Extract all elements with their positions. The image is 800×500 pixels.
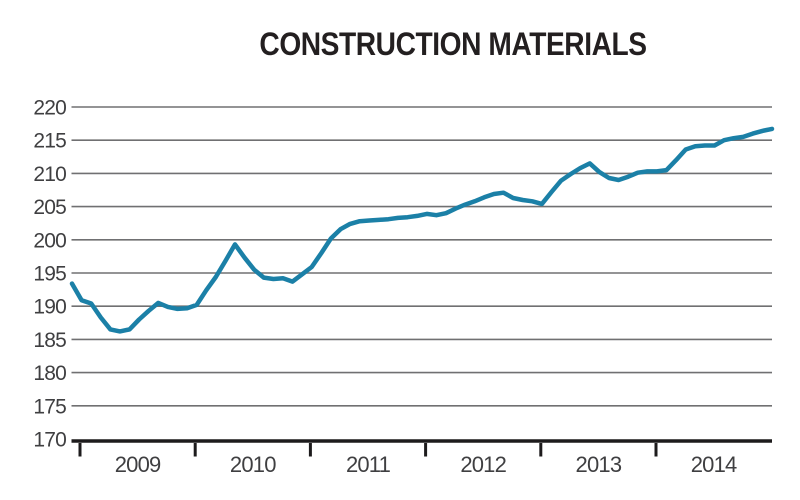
y-axis-tick-label: 215 [33, 130, 66, 153]
data-line-construction-materials [69, 126, 775, 334]
y-axis-tick-label: 205 [33, 196, 66, 219]
y-axis-tick-label: 170 [33, 429, 66, 452]
x-axis-year-label: 2009 [115, 452, 161, 477]
chart-title: CONSTRUCTION MATERIALS [259, 26, 647, 62]
y-axis-tick-label: 190 [33, 296, 66, 319]
y-axis-tick-label: 210 [33, 163, 66, 186]
y-axis-tick-label: 220 [33, 97, 66, 120]
x-axis-year-label: 2014 [691, 452, 737, 477]
y-axis-tick-label: 175 [33, 395, 66, 418]
x-axis-year-label: 2011 [346, 452, 391, 477]
x-axis-year-label: 2010 [230, 452, 276, 477]
y-axis-tick-label: 180 [33, 362, 66, 385]
y-axis-tick-label: 200 [33, 229, 66, 252]
y-axis-tick-label: 195 [33, 263, 66, 286]
x-axis-year-label: 2013 [576, 452, 622, 477]
y-axis-tick-label: 185 [33, 329, 66, 352]
x-axis-year-label: 2012 [460, 452, 506, 477]
